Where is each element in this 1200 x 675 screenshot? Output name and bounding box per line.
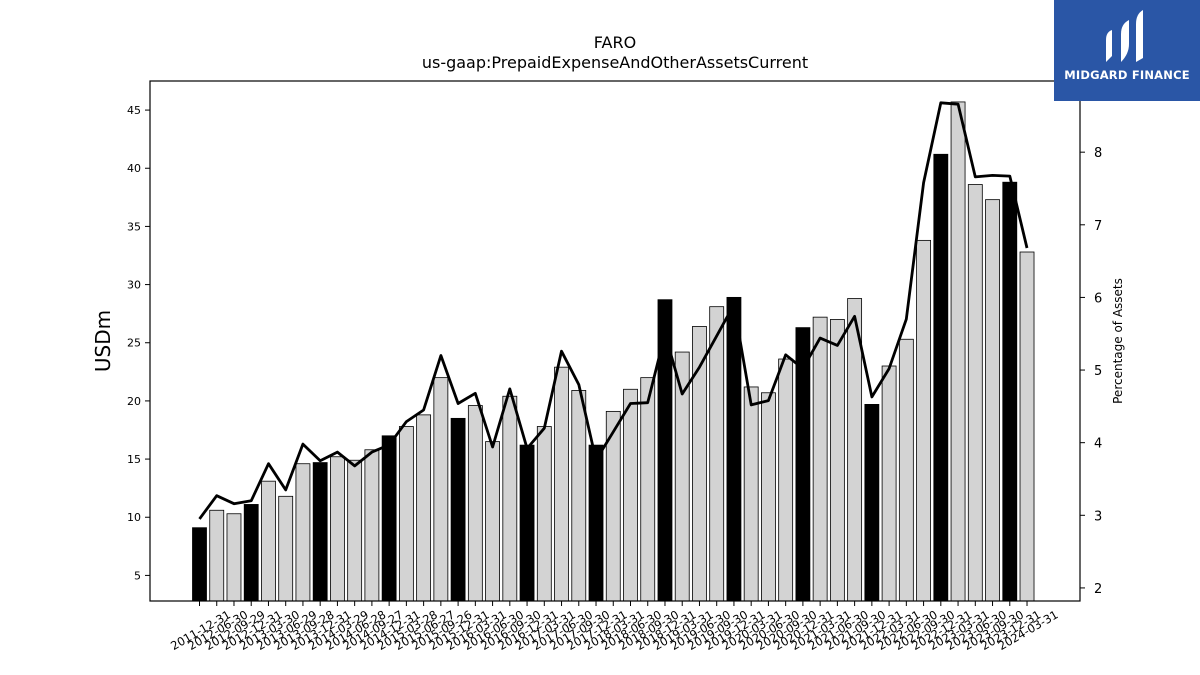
brand-logo: MIDGARD FINANCE xyxy=(1054,0,1200,101)
bar xyxy=(743,386,759,602)
y2-tick-label: 3 xyxy=(1094,509,1102,524)
y-tick-label: 15 xyxy=(127,453,141,466)
logo-mark-icon xyxy=(1106,10,1143,62)
bar xyxy=(209,509,225,602)
plot-frame xyxy=(149,80,1081,602)
y2-tick-label: 7 xyxy=(1094,219,1102,234)
bar xyxy=(330,456,345,602)
bar xyxy=(502,395,518,602)
bar xyxy=(226,513,242,602)
bar xyxy=(967,184,983,602)
bar xyxy=(571,390,587,602)
logo-text: MIDGARD FINANCE xyxy=(1064,68,1190,82)
bar xyxy=(812,316,828,602)
y-tick-label: 25 xyxy=(127,337,141,350)
y2-axis-label: Percentage of Assets xyxy=(1111,278,1125,404)
bar xyxy=(726,296,742,602)
y-axis-label: USDm xyxy=(91,310,115,372)
bar xyxy=(864,404,880,602)
bar xyxy=(829,319,845,602)
chart-title: FARO xyxy=(594,33,636,52)
bar xyxy=(1002,181,1018,602)
bar xyxy=(519,444,535,602)
bar xyxy=(398,426,414,602)
bar xyxy=(761,392,776,602)
bar xyxy=(433,377,449,602)
bar xyxy=(243,504,259,602)
y-tick-label: 5 xyxy=(134,569,141,582)
bar xyxy=(916,239,931,602)
y-tick-label: 10 xyxy=(127,511,141,524)
bar xyxy=(898,338,914,602)
bar xyxy=(640,377,656,602)
chart-subtitle: us-gaap:PrepaidExpenseAndOtherAssetsCurr… xyxy=(422,53,808,72)
bar xyxy=(933,153,949,602)
bar xyxy=(467,405,483,602)
bar xyxy=(588,444,604,602)
bar xyxy=(709,306,725,602)
bar xyxy=(554,366,569,602)
bar xyxy=(295,463,311,602)
bar xyxy=(278,495,294,602)
bar xyxy=(623,388,638,602)
bar xyxy=(778,358,794,602)
bar xyxy=(381,435,397,602)
bar xyxy=(450,417,466,602)
y2-tick-label: 6 xyxy=(1094,291,1102,306)
bar xyxy=(416,414,432,602)
bar xyxy=(347,459,363,602)
bar xyxy=(985,199,1000,602)
bar xyxy=(192,527,207,602)
bar xyxy=(657,299,673,602)
axes: 5101520253035404523456782011-12-312012-0… xyxy=(127,80,1102,653)
bar xyxy=(312,462,328,602)
bar xyxy=(485,441,500,602)
y-tick-label: 30 xyxy=(127,279,141,292)
y-tick-label: 45 xyxy=(127,104,141,117)
y-tick-label: 20 xyxy=(127,395,141,408)
line-series xyxy=(198,101,1029,520)
percentage-line xyxy=(198,101,1029,520)
bar xyxy=(261,480,276,602)
bar xyxy=(364,449,380,602)
y2-tick-label: 2 xyxy=(1094,582,1102,597)
y-tick-label: 35 xyxy=(127,220,141,233)
y2-tick-label: 4 xyxy=(1094,437,1102,452)
bar xyxy=(881,365,897,602)
y2-tick-label: 5 xyxy=(1094,364,1102,379)
bar xyxy=(950,101,966,602)
y-tick-label: 40 xyxy=(127,162,141,175)
bar xyxy=(1019,251,1035,602)
bar-series xyxy=(192,101,1035,602)
y2-tick-label: 8 xyxy=(1094,146,1102,161)
bar xyxy=(536,426,552,602)
